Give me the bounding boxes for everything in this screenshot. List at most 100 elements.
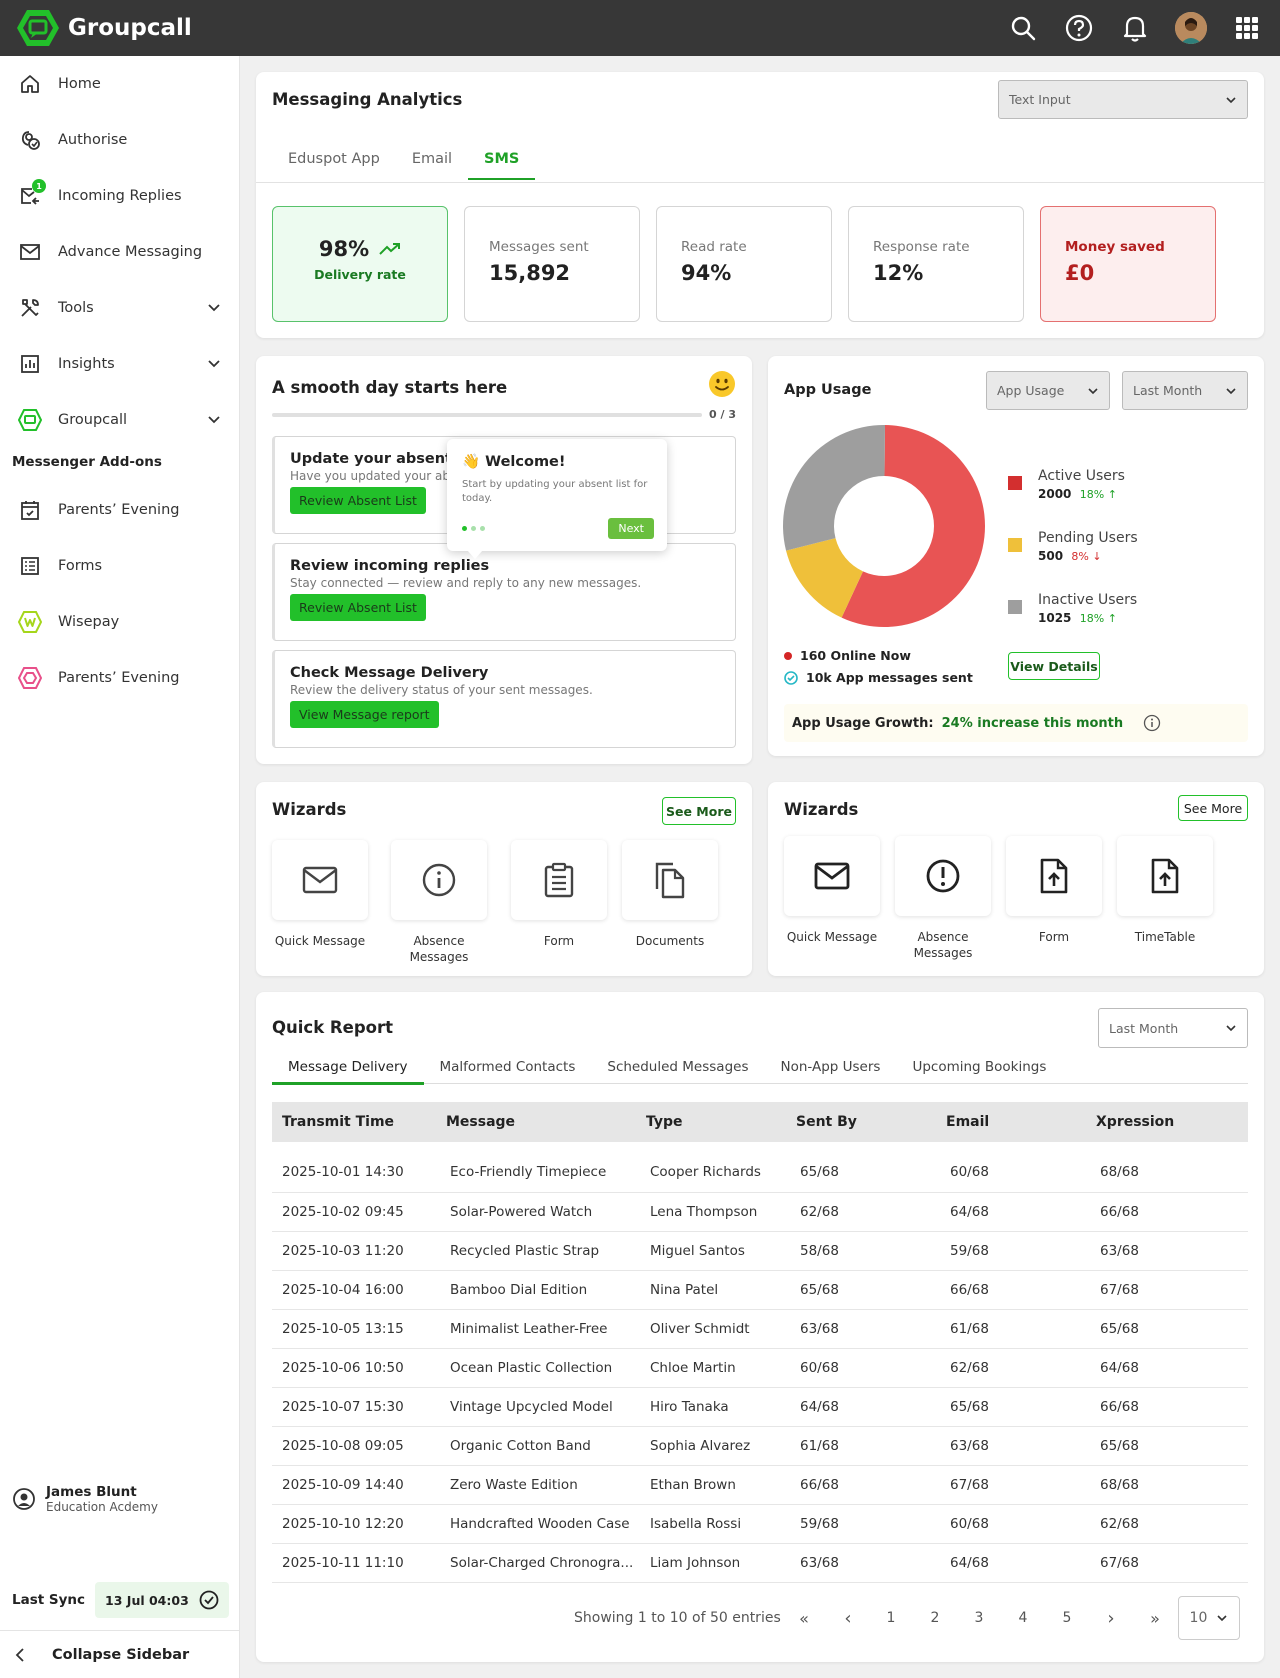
- legend-swatch: [1008, 538, 1022, 552]
- wizard-label: Quick Message: [274, 934, 366, 948]
- page-1-button[interactable]: 1: [886, 1610, 896, 1626]
- tab-upcoming-bookings[interactable]: Upcoming Bookings: [912, 1058, 1047, 1075]
- sidebar-item-parents-evening-2[interactable]: Parents’ Evening: [0, 650, 239, 706]
- wizard-quick-message[interactable]: Quick Message: [272, 840, 368, 949]
- table-row[interactable]: 2025-10-07 15:30 Vintage Upcycled Model Hi…: [272, 1387, 1248, 1427]
- avatar[interactable]: [1174, 11, 1208, 45]
- wizard-quick-message[interactable]: Quick Message: [784, 836, 880, 945]
- column-header[interactable]: Email: [936, 1102, 1086, 1142]
- sidebar-item-groupcall[interactable]: Groupcall: [0, 392, 239, 448]
- sidebar-item-wisepay[interactable]: Wisepay: [0, 594, 239, 650]
- table-cell: 66/68: [1086, 1387, 1248, 1427]
- table-cell: Bamboo Dial Edition: [436, 1270, 636, 1310]
- wizard-form[interactable]: Form: [1006, 836, 1102, 945]
- tooltip-title: 👋 Welcome!: [462, 454, 566, 470]
- page-5-button[interactable]: 5: [1062, 1610, 1072, 1626]
- brand[interactable]: Groupcall: [16, 8, 192, 48]
- review-absent-list-button[interactable]: Review Absent List: [290, 594, 426, 621]
- first-page-button[interactable]: «: [799, 1608, 809, 1628]
- donut-slice-inactive-users[interactable]: [783, 425, 886, 551]
- period-select[interactable]: Last Month: [1122, 371, 1248, 410]
- prev-page-button[interactable]: ‹: [844, 1607, 852, 1629]
- table-cell: Hiro Tanaka: [636, 1387, 786, 1427]
- tab-malformed-contacts[interactable]: Malformed Contacts: [439, 1058, 576, 1075]
- wizard-form[interactable]: Form: [511, 840, 607, 949]
- page-3-button[interactable]: 3: [974, 1610, 984, 1626]
- table-cell: 67/68: [1086, 1543, 1248, 1583]
- wizard-absence-messages[interactable]: Absence Messages: [391, 840, 487, 965]
- help-icon[interactable]: [1062, 11, 1096, 45]
- table-row[interactable]: 2025-10-03 11:20 Recycled Plastic Strap Mi…: [272, 1231, 1248, 1271]
- tab-non-app-users[interactable]: Non-App Users: [780, 1058, 881, 1075]
- stat-delivery-rate: 98% Delivery rate: [272, 206, 448, 322]
- wizard-absence-messages[interactable]: Absence Messages: [895, 836, 991, 961]
- donut-slice-pending-users[interactable]: [786, 538, 864, 618]
- column-header[interactable]: Transmit Time: [272, 1102, 436, 1142]
- table-row[interactable]: 2025-10-10 12:20 Handcrafted Wooden Case I…: [272, 1504, 1248, 1544]
- text-input-select[interactable]: Text Input: [998, 80, 1248, 119]
- growth-label: App Usage Growth:: [792, 715, 934, 731]
- tab-email[interactable]: Email: [411, 151, 453, 167]
- table-row[interactable]: 2025-10-01 14:30 Eco-Friendly Timepiece Co…: [272, 1142, 1248, 1193]
- page-2-button[interactable]: 2: [930, 1610, 940, 1626]
- search-icon[interactable]: [1006, 11, 1040, 45]
- review-absent-list-button[interactable]: Review Absent List: [290, 487, 426, 514]
- donut-slice-active-users[interactable]: [841, 425, 985, 627]
- table-row[interactable]: 2025-10-06 10:50 Ocean Plastic Collection…: [272, 1348, 1248, 1388]
- table-cell: 2025-10-03 11:20: [272, 1231, 436, 1271]
- wizards-title: Wizards: [272, 800, 347, 819]
- sidebar-item-incoming-replies[interactable]: 1 Incoming Replies: [0, 168, 239, 224]
- info-icon[interactable]: [1143, 714, 1161, 732]
- legend-name: Inactive Users: [1038, 592, 1138, 608]
- see-more-button[interactable]: See More: [662, 797, 736, 825]
- select-value: Last Month: [1133, 383, 1203, 398]
- sidebar-item-tools[interactable]: Tools: [0, 280, 239, 336]
- tab-eduspot-app[interactable]: Eduspot App: [288, 151, 380, 167]
- wizard-timetable[interactable]: TimeTable: [1117, 836, 1213, 945]
- table-cell: 60/68: [936, 1504, 1086, 1544]
- tab-message-delivery[interactable]: Message Delivery: [272, 1050, 424, 1085]
- sidebar-item-parents-evening[interactable]: Parents’ Evening: [0, 482, 239, 538]
- column-header[interactable]: Xpression: [1086, 1102, 1248, 1142]
- column-header[interactable]: Message: [436, 1102, 636, 1142]
- tab-sms[interactable]: SMS: [468, 140, 536, 180]
- app-messages-sent-text: 10k App messages sent: [806, 670, 973, 685]
- app-usage-select[interactable]: App Usage: [986, 371, 1110, 410]
- sidebar-item-authorise[interactable]: Authorise: [0, 112, 239, 168]
- view-details-button[interactable]: View Details: [1008, 652, 1100, 680]
- table-cell: Sophia Alvarez: [636, 1426, 786, 1466]
- page-4-button[interactable]: 4: [1018, 1610, 1028, 1626]
- next-button[interactable]: Next: [608, 518, 654, 539]
- user-info[interactable]: James Blunt Education Acdemy: [12, 1484, 158, 1514]
- last-page-button[interactable]: »: [1150, 1608, 1160, 1628]
- sync-time: 13 Jul 04:03: [105, 1592, 189, 1608]
- report-period-select[interactable]: Last Month: [1098, 1008, 1248, 1048]
- legend-pending-users: Pending Users 500 8% ↓: [1008, 530, 1188, 563]
- sidebar-item-advance-messaging[interactable]: Advance Messaging: [0, 224, 239, 280]
- column-header[interactable]: Sent By: [786, 1102, 936, 1142]
- bell-icon[interactable]: [1118, 11, 1152, 45]
- table-row[interactable]: 2025-10-11 11:10 Solar-Charged Chronogra.…: [272, 1543, 1248, 1583]
- view-message-report-button[interactable]: View Message report: [290, 701, 439, 728]
- sidebar-item-insights[interactable]: Insights: [0, 336, 239, 392]
- table-row[interactable]: 2025-10-02 09:45 Solar-Powered Watch Lena …: [272, 1192, 1248, 1232]
- table-row[interactable]: 2025-10-04 16:00 Bamboo Dial Edition Nina …: [272, 1270, 1248, 1310]
- mail-icon: [18, 240, 42, 264]
- wizard-documents[interactable]: Documents: [622, 840, 718, 949]
- table-row[interactable]: 2025-10-08 09:05 Organic Cotton Band Sophi…: [272, 1426, 1248, 1466]
- see-more-button[interactable]: See More: [1178, 795, 1248, 821]
- page-size-select[interactable]: 10: [1178, 1596, 1240, 1640]
- tab-scheduled-messages[interactable]: Scheduled Messages: [607, 1058, 749, 1075]
- table-cell: 2025-10-07 15:30: [272, 1387, 436, 1427]
- table-row[interactable]: 2025-10-09 14:40 Zero Waste Edition Ethan …: [272, 1465, 1248, 1505]
- sidebar-item-forms[interactable]: Forms: [0, 538, 239, 594]
- next-page-button[interactable]: ›: [1107, 1607, 1115, 1629]
- sidebar-item-home[interactable]: Home: [0, 56, 239, 112]
- online-dot-icon: [784, 651, 792, 660]
- table-row[interactable]: 2025-10-05 13:15 Minimalist Leather-Free O…: [272, 1309, 1248, 1349]
- column-header[interactable]: Type: [636, 1102, 786, 1142]
- collapse-sidebar-button[interactable]: Collapse Sidebar: [0, 1630, 240, 1678]
- apps-grid-icon[interactable]: [1230, 11, 1264, 45]
- mail-icon: [302, 866, 338, 894]
- onboarding-title: A smooth day starts here: [272, 378, 508, 397]
